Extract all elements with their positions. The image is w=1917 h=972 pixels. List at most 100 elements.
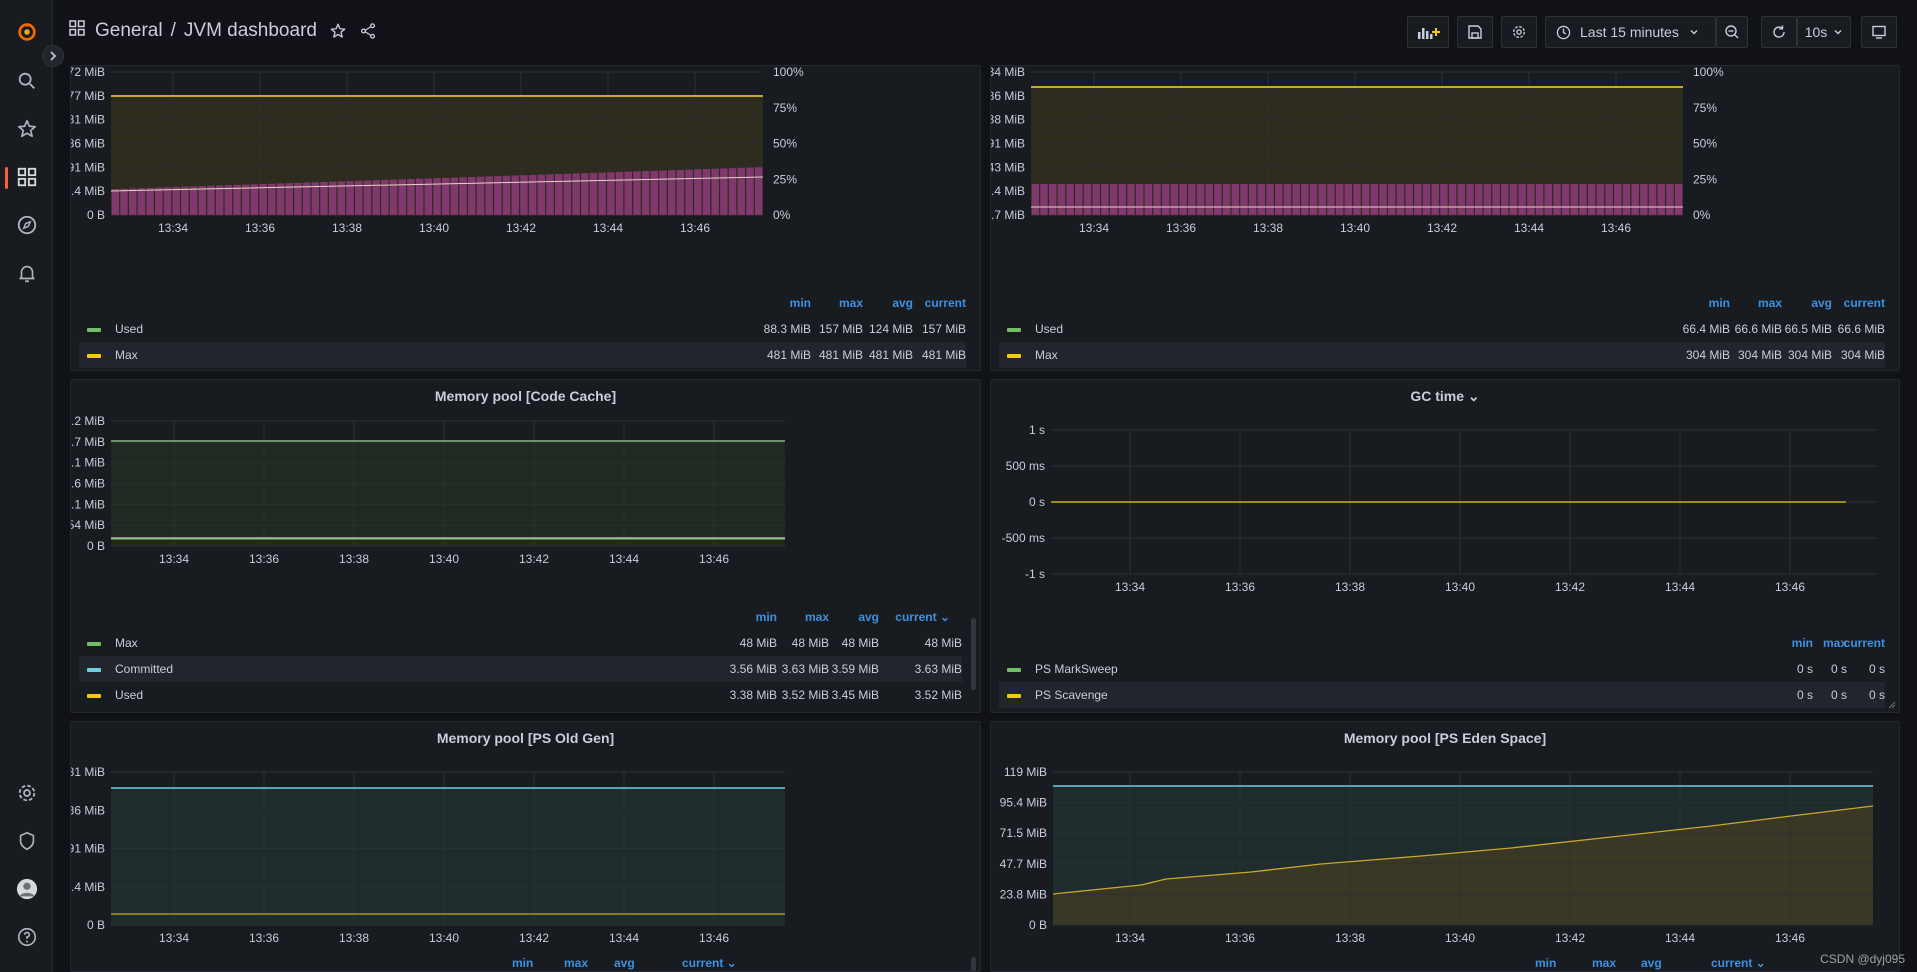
save-dashboard-button[interactable] <box>1457 16 1493 48</box>
max-area <box>111 441 785 546</box>
avatar[interactable] <box>0 869 53 909</box>
x-tick-label: 13:42 <box>1555 580 1585 594</box>
dashboard-grid-icon <box>69 20 85 42</box>
add-panel-button[interactable] <box>1407 16 1449 48</box>
series-name[interactable]: PS MarkSweep <box>1035 662 1118 676</box>
legend-header-min[interactable]: min <box>755 610 777 624</box>
legend-row[interactable]: Max 481 MiB 481 MiB 481 MiB 481 MiB <box>79 342 966 368</box>
series-name[interactable]: Max <box>1035 348 1058 362</box>
legend-row[interactable]: Committed 3.56 MiB 3.63 MiB 3.59 MiB 3.63 Mi… <box>79 656 962 682</box>
explore-icon[interactable] <box>0 205 53 245</box>
panel-eden-space[interactable]: Memory pool [PS Eden Space] 119 MiB 95.4 … <box>990 721 1900 972</box>
legend-value-max: 157 MiB <box>818 322 863 336</box>
legend-row[interactable]: Max 48 MiB 48 MiB 48 MiB 48 MiB <box>79 630 962 656</box>
search-icon[interactable] <box>0 61 53 101</box>
y-tick-label: 71.5 MiB <box>1000 826 1047 840</box>
x-tick-label: 13:42 <box>1555 931 1585 945</box>
used-percent-bar <box>441 177 450 215</box>
legend-row[interactable]: Used 88.3 MiB 157 MiB 124 MiB 157 MiB <box>79 316 966 342</box>
refresh-interval-picker[interactable]: 10s <box>1797 16 1851 48</box>
used-percent-bar <box>711 168 719 215</box>
legend-header-avg[interactable]: avg <box>858 610 879 624</box>
dashboard-title[interactable]: JVM dashboard <box>183 20 317 41</box>
x-tick-label: 13:38 <box>1335 931 1365 945</box>
legend-row[interactable]: Used 66.4 MiB 66.6 MiB 66.5 MiB 66.6 MiB <box>999 316 1885 342</box>
help-icon[interactable] <box>0 917 53 957</box>
zoom-out-button[interactable] <box>1716 16 1748 48</box>
legend-header-current[interactable]: current <box>1843 636 1885 650</box>
y-right-tick-label: 0% <box>773 208 791 222</box>
dashboard-settings-button[interactable] <box>1501 16 1537 48</box>
used-area <box>1053 806 1873 925</box>
used-percent-bar <box>589 172 598 215</box>
legend-value-current: 48 MiB <box>924 636 962 650</box>
legend-row[interactable]: PS Scavenge 0 s 0 s 0 s <box>999 682 1885 708</box>
used-percent-bar <box>450 177 459 215</box>
legend-header-avg[interactable]: avg <box>1811 296 1832 310</box>
legend-header-current[interactable]: current ⌄ <box>895 610 950 624</box>
used-percent-bar <box>1248 184 1257 215</box>
legend-row[interactable]: Max 304 MiB 304 MiB 304 MiB 304 MiB <box>999 342 1885 368</box>
legend-row[interactable]: Used 3.38 MiB 3.52 MiB 3.45 MiB 3.52 MiB <box>79 682 962 708</box>
legend-header-max[interactable]: max <box>1822 636 1847 650</box>
time-range-picker[interactable]: Last 15 minutes <box>1545 16 1716 48</box>
used-percent-bar <box>1162 184 1170 215</box>
shield-icon[interactable] <box>0 821 53 861</box>
used-percent-bar <box>1188 184 1196 215</box>
legend-header-max[interactable]: max <box>1757 296 1782 310</box>
legend-value-max: 3.52 MiB <box>781 688 829 702</box>
clock-icon <box>1556 25 1571 39</box>
legend-header-min[interactable]: min <box>789 296 811 310</box>
legend-header-current[interactable]: current <box>924 296 966 310</box>
legend-header-max[interactable]: max <box>804 610 829 624</box>
series-name[interactable]: Committed <box>115 662 174 676</box>
used-percent-bar <box>294 182 302 215</box>
legend-header-min[interactable]: min <box>1791 636 1813 650</box>
panel-title[interactable]: Memory pool [PS Eden Space] <box>1343 730 1547 746</box>
series-name[interactable]: PS Scavenge <box>1035 688 1108 702</box>
bell-icon[interactable] <box>0 253 53 293</box>
used-percent-bar <box>1231 184 1240 215</box>
panel-code-cache[interactable]: Memory pool [Code Cache] 57.2 MiB 47.7 Mi… <box>70 379 981 713</box>
dashboards-icon[interactable] <box>0 157 53 197</box>
used-percent-bar <box>1448 184 1457 215</box>
panel-old-gen[interactable]: Memory pool [PS Old Gen] 381 MiB 286 MiB 1… <box>70 721 981 972</box>
expand-menu-button[interactable] <box>42 45 64 67</box>
legend-header-current: current ⌄ <box>682 956 737 970</box>
legend-scrollbar[interactable] <box>971 618 976 690</box>
panel-gc-time[interactable]: GC time ⌄ 1 s 500 ms 0 s -500 ms -1 s 13:34 13… <box>990 379 1900 713</box>
x-tick-label: 13:46 <box>1775 580 1805 594</box>
legend-scrollbar[interactable] <box>971 957 976 971</box>
legend-header-max[interactable]: max <box>838 296 863 310</box>
panel-heap-memory[interactable]: 572 MiB 477 MiB 381 MiB 286 MiB 191 MiB 95.4 … <box>70 65 981 371</box>
grafana-logo-icon[interactable] <box>0 12 53 52</box>
panel-title[interactable]: Memory pool [Code Cache] <box>434 388 617 404</box>
panel-title[interactable]: GC time ⌄ <box>1410 388 1480 404</box>
series-name[interactable]: Used <box>115 688 144 702</box>
share-icon[interactable] <box>359 22 377 40</box>
breadcrumb-folder[interactable]: General <box>95 20 163 41</box>
series-name[interactable]: Used <box>115 322 144 336</box>
y-tick-label: 0 B <box>87 918 105 932</box>
x-tick-label: 13:46 <box>1601 221 1631 235</box>
gear-icon[interactable] <box>0 773 53 813</box>
legend-header-current[interactable]: current <box>1843 296 1885 310</box>
legend-row[interactable]: PS MarkSweep 0 s 0 s 0 s <box>999 656 1885 682</box>
tv-mode-button[interactable] <box>1861 16 1897 48</box>
used-percent-bar <box>1240 184 1248 215</box>
series-name[interactable]: Max <box>115 636 138 650</box>
series-name[interactable]: Max <box>115 348 138 362</box>
series-name[interactable]: Used <box>1035 322 1064 336</box>
panel-nonheap-memory[interactable]: 334 MiB 286 MiB 238 MiB 191 MiB 143 MiB 95.4 … <box>990 65 1900 371</box>
panel-title[interactable]: Memory pool [PS Old Gen] <box>436 730 615 746</box>
star-icon[interactable] <box>0 109 53 149</box>
star-icon[interactable] <box>329 22 347 40</box>
legend-header-min[interactable]: min <box>1708 296 1730 310</box>
legend-header-avg[interactable]: avg <box>892 296 913 310</box>
used-percent-bar <box>1370 184 1379 215</box>
used-percent-bar <box>1040 184 1048 215</box>
refresh-button[interactable] <box>1761 16 1797 48</box>
old-gen-chart: 381 MiB 286 MiB 191 MiB 95.4 MiB 0 B 13:34 13:… <box>71 765 785 970</box>
resize-handle-icon[interactable] <box>1888 701 1896 709</box>
used-percent-bar <box>485 176 493 215</box>
